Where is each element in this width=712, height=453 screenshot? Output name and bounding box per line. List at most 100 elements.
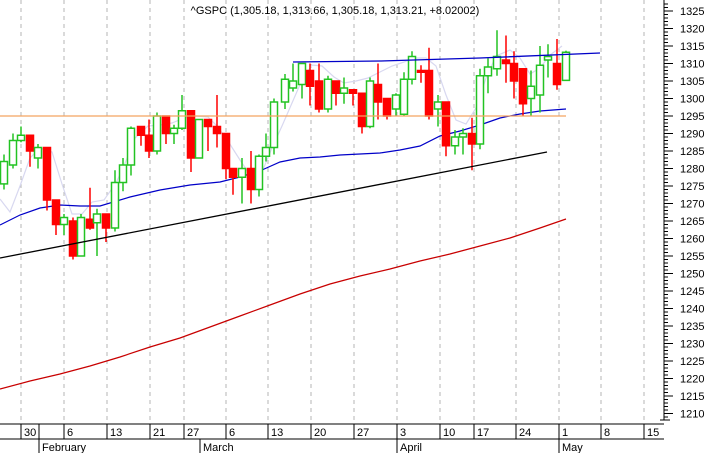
candle bbox=[76, 214, 86, 257]
x-tick-label: 27 bbox=[357, 427, 369, 439]
candle bbox=[16, 126, 26, 143]
candle bbox=[526, 70, 536, 116]
candle bbox=[194, 118, 204, 159]
indicator-lines bbox=[0, 45, 567, 390]
candle bbox=[535, 46, 545, 113]
candle bbox=[42, 146, 52, 211]
candle bbox=[467, 117, 477, 171]
y-tick-label: 1325 bbox=[680, 6, 704, 18]
candle bbox=[33, 144, 43, 169]
candle bbox=[0, 154, 9, 190]
y-tick-label: 1295 bbox=[680, 111, 704, 123]
x-tick-label: 21 bbox=[153, 427, 165, 439]
candle bbox=[518, 68, 528, 116]
candle bbox=[92, 208, 102, 256]
x-tick-label: 10 bbox=[443, 427, 455, 439]
candle bbox=[254, 154, 264, 197]
candle bbox=[212, 95, 222, 148]
candle bbox=[391, 93, 401, 116]
candle bbox=[501, 35, 511, 83]
support-trend-line-line bbox=[0, 151, 548, 259]
candle bbox=[357, 92, 367, 134]
y-tick-label: 1320 bbox=[680, 24, 704, 36]
month-label: March bbox=[203, 442, 234, 453]
candle bbox=[85, 187, 95, 230]
candle bbox=[441, 101, 451, 157]
candle bbox=[433, 95, 443, 127]
y-tick-label: 1275 bbox=[680, 181, 704, 193]
x-tick-label: 27 bbox=[187, 427, 199, 439]
y-tick-label: 1215 bbox=[680, 391, 704, 403]
candle bbox=[261, 133, 271, 162]
month-label: February bbox=[42, 442, 87, 453]
candle bbox=[126, 126, 136, 176]
candle bbox=[314, 63, 324, 113]
candle bbox=[458, 128, 468, 155]
candle bbox=[228, 167, 238, 195]
y-tick-label: 1285 bbox=[680, 146, 704, 158]
candle bbox=[25, 134, 35, 167]
candle bbox=[365, 77, 375, 129]
x-tick-label: 3 bbox=[400, 427, 406, 439]
candle bbox=[8, 133, 18, 169]
candle bbox=[331, 80, 341, 106]
y-tick-label: 1310 bbox=[680, 59, 704, 71]
x-axis: 30 6 13 21 27 6 13 20 27 3 10 17 24 1 8 15 February March… bbox=[0, 419, 670, 453]
y-tick-label: 1240 bbox=[680, 304, 704, 316]
y-tick-label: 1245 bbox=[680, 286, 704, 298]
candles bbox=[0, 30, 571, 260]
x-tick-label: 24 bbox=[519, 427, 531, 439]
month-label: April bbox=[400, 442, 422, 453]
y-tick-label: 1225 bbox=[680, 356, 704, 368]
candle bbox=[169, 124, 179, 144]
candle bbox=[144, 119, 154, 158]
candle bbox=[177, 95, 187, 130]
month-label: May bbox=[562, 442, 583, 453]
x-tick-label: 13 bbox=[271, 427, 283, 439]
candle bbox=[552, 39, 562, 90]
candle bbox=[221, 132, 231, 179]
y-tick-label: 1300 bbox=[680, 94, 704, 106]
x-tick-label: 13 bbox=[110, 427, 122, 439]
candle bbox=[152, 112, 162, 155]
y-tick-label: 1210 bbox=[680, 409, 704, 421]
candle bbox=[68, 217, 78, 260]
candle bbox=[450, 130, 460, 155]
candle bbox=[509, 51, 519, 99]
candle bbox=[246, 151, 256, 204]
resistance-trend-line-line bbox=[292, 52, 601, 63]
candle bbox=[323, 75, 333, 113]
candle bbox=[348, 89, 358, 106]
candle bbox=[280, 74, 290, 109]
candle bbox=[339, 77, 349, 104]
y-tick-label: 1250 bbox=[680, 269, 704, 281]
x-tick-label: 15 bbox=[647, 427, 659, 439]
candle bbox=[269, 98, 279, 155]
vertical-gridlines bbox=[20, 0, 645, 424]
candle bbox=[305, 63, 315, 106]
trend-lines bbox=[0, 52, 601, 259]
candle bbox=[416, 65, 426, 83]
y-tick-label: 1265 bbox=[680, 216, 704, 228]
candle bbox=[59, 214, 69, 235]
candle bbox=[203, 118, 213, 151]
x-tick-label: 1 bbox=[562, 427, 568, 439]
y-tick-label: 1290 bbox=[680, 129, 704, 141]
x-tick-label: 8 bbox=[604, 427, 610, 439]
candle bbox=[373, 63, 383, 120]
x-tick-label: 6 bbox=[229, 427, 235, 439]
long-moving-average-line bbox=[0, 218, 567, 390]
candle bbox=[118, 158, 128, 192]
y-tick-label: 1270 bbox=[680, 199, 704, 211]
y-tick-label: 1315 bbox=[680, 41, 704, 53]
candle bbox=[475, 68, 485, 150]
x-tick-label: 20 bbox=[314, 427, 326, 439]
candle bbox=[483, 58, 493, 94]
y-tick-label: 1280 bbox=[680, 164, 704, 176]
y-tick-label: 1305 bbox=[680, 76, 704, 88]
candle bbox=[407, 51, 417, 85]
candle bbox=[297, 62, 307, 99]
chart-title: ^GSPC (1,305.18, 1,313.66, 1,305.18, 1,3… bbox=[191, 5, 480, 17]
x-tick-label: 17 bbox=[477, 427, 489, 439]
